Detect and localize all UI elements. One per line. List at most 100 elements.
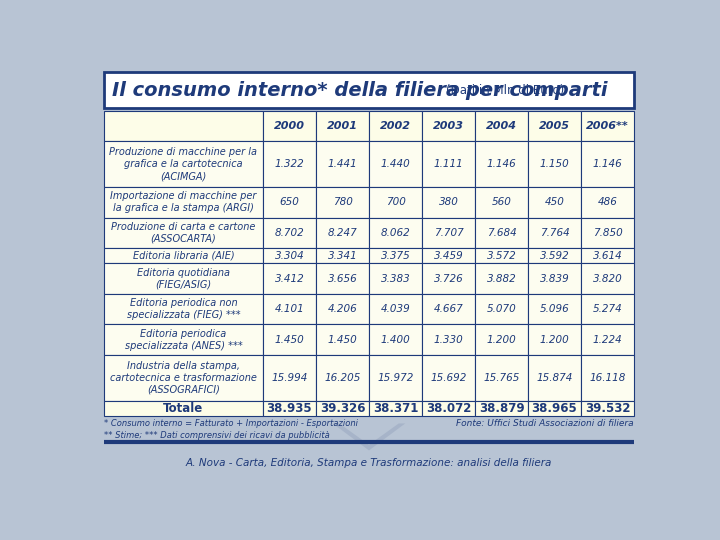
- Text: 3.383: 3.383: [381, 274, 410, 284]
- Text: 560: 560: [492, 197, 511, 207]
- Text: 4.206: 4.206: [328, 304, 357, 314]
- Text: 8.247: 8.247: [328, 228, 357, 238]
- Text: 5.274: 5.274: [593, 304, 622, 314]
- Bar: [528, 141, 581, 187]
- Bar: [316, 248, 369, 264]
- Text: 1.146: 1.146: [593, 159, 622, 169]
- Text: Produzione di carta e cartone
(ASSOCARTA): Produzione di carta e cartone (ASSOCARTA…: [112, 222, 256, 244]
- Text: (Dati in Mln di Euro): (Dati in Mln di Euro): [446, 84, 564, 97]
- Text: 1.450: 1.450: [274, 335, 305, 345]
- Bar: [104, 325, 263, 355]
- Bar: [104, 401, 263, 416]
- Bar: [422, 401, 475, 416]
- Text: Fonte: Uffici Studi Associazioni di filiera: Fonte: Uffici Studi Associazioni di fili…: [456, 419, 634, 428]
- Bar: [475, 141, 528, 187]
- Bar: [422, 325, 475, 355]
- Text: 15.765: 15.765: [483, 373, 520, 383]
- Text: 7.764: 7.764: [540, 228, 570, 238]
- Bar: [369, 187, 422, 218]
- Text: 3.572: 3.572: [487, 251, 516, 261]
- Text: 38.072: 38.072: [426, 402, 471, 415]
- Bar: [369, 141, 422, 187]
- Text: 16.118: 16.118: [590, 373, 626, 383]
- Text: 1.200: 1.200: [540, 335, 570, 345]
- Text: 5.096: 5.096: [540, 304, 570, 314]
- Text: 450: 450: [544, 197, 564, 207]
- Bar: [581, 141, 634, 187]
- Text: 780: 780: [333, 197, 352, 207]
- Text: 7.707: 7.707: [433, 228, 464, 238]
- Bar: [475, 248, 528, 264]
- Text: 1.150: 1.150: [540, 159, 570, 169]
- Bar: [104, 72, 634, 109]
- Bar: [475, 355, 528, 401]
- Text: 650: 650: [279, 197, 300, 207]
- Text: 7.850: 7.850: [593, 228, 622, 238]
- Bar: [369, 294, 422, 325]
- Text: 1.322: 1.322: [274, 159, 305, 169]
- Bar: [422, 187, 475, 218]
- Polygon shape: [408, 154, 553, 208]
- Bar: [581, 248, 634, 264]
- Polygon shape: [408, 221, 553, 275]
- Text: Editoria periodica
specializzata (ANES) ***: Editoria periodica specializzata (ANES) …: [125, 329, 243, 351]
- Bar: [528, 401, 581, 416]
- Bar: [475, 401, 528, 416]
- Bar: [263, 325, 316, 355]
- Bar: [316, 141, 369, 187]
- Bar: [316, 325, 369, 355]
- Bar: [104, 355, 263, 401]
- Bar: [263, 401, 316, 416]
- Text: 3.882: 3.882: [487, 274, 516, 284]
- Bar: [581, 325, 634, 355]
- Text: 1.400: 1.400: [381, 335, 410, 345]
- Bar: [316, 401, 369, 416]
- Text: 1.111: 1.111: [433, 159, 464, 169]
- Bar: [263, 248, 316, 264]
- Text: * Consumo interno = Fatturato + Importazioni - Esportazioni: * Consumo interno = Fatturato + Importaz…: [104, 419, 358, 428]
- Bar: [475, 218, 528, 248]
- Text: 2005: 2005: [539, 121, 570, 131]
- Bar: [104, 141, 263, 187]
- Text: 3.412: 3.412: [274, 274, 305, 284]
- Text: Editoria libraria (AIE): Editoria libraria (AIE): [132, 251, 234, 261]
- Bar: [369, 248, 422, 264]
- Text: 2003: 2003: [433, 121, 464, 131]
- Text: 15.692: 15.692: [431, 373, 467, 383]
- Bar: [104, 294, 263, 325]
- Bar: [104, 111, 263, 141]
- Text: 1.224: 1.224: [593, 335, 622, 345]
- Bar: [263, 141, 316, 187]
- Bar: [263, 218, 316, 248]
- Bar: [104, 248, 263, 264]
- Bar: [316, 264, 369, 294]
- Bar: [422, 111, 475, 141]
- Bar: [104, 187, 263, 218]
- Bar: [369, 111, 422, 141]
- Bar: [528, 218, 581, 248]
- Bar: [316, 187, 369, 218]
- Text: ** Stime; *** Dati comprensivi dei ricavi da pubblicità: ** Stime; *** Dati comprensivi dei ricav…: [104, 431, 330, 440]
- Bar: [528, 111, 581, 141]
- Bar: [528, 264, 581, 294]
- Bar: [263, 294, 316, 325]
- Text: 700: 700: [386, 197, 405, 207]
- Text: 3.304: 3.304: [274, 251, 305, 261]
- Text: 380: 380: [438, 197, 459, 207]
- Text: Industria della stampa,
cartotecnica e trasformazione
(ASSOGRAFICI): Industria della stampa, cartotecnica e t…: [110, 361, 257, 395]
- Text: 15.874: 15.874: [536, 373, 572, 383]
- Text: Il consumo interno* della filiera per comparti: Il consumo interno* della filiera per co…: [112, 80, 608, 100]
- Bar: [422, 218, 475, 248]
- Bar: [316, 294, 369, 325]
- Text: 15.972: 15.972: [377, 373, 414, 383]
- Bar: [369, 218, 422, 248]
- Bar: [581, 111, 634, 141]
- Text: 39.532: 39.532: [585, 402, 630, 415]
- Polygon shape: [408, 287, 553, 341]
- Text: 4.039: 4.039: [381, 304, 410, 314]
- Text: 3.459: 3.459: [433, 251, 464, 261]
- Bar: [263, 111, 316, 141]
- Text: 15.994: 15.994: [271, 373, 307, 383]
- Text: 8.702: 8.702: [274, 228, 305, 238]
- Bar: [581, 294, 634, 325]
